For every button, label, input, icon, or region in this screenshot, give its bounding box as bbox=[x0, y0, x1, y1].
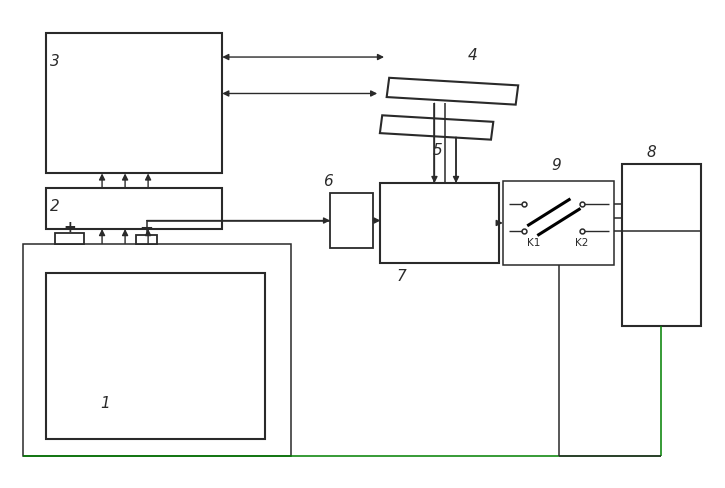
Text: 7: 7 bbox=[397, 268, 407, 283]
Text: 4: 4 bbox=[468, 48, 477, 63]
Bar bbox=[330, 193, 373, 249]
Text: 1: 1 bbox=[100, 395, 109, 410]
Bar bbox=[621, 164, 700, 326]
Bar bbox=[46, 273, 265, 439]
Text: 9: 9 bbox=[552, 158, 561, 173]
Text: 5: 5 bbox=[433, 142, 443, 158]
Bar bbox=[503, 181, 614, 265]
Text: +: + bbox=[63, 220, 76, 235]
Bar bbox=[23, 244, 291, 456]
Bar bbox=[136, 236, 157, 244]
Bar bbox=[381, 183, 500, 264]
Text: K2: K2 bbox=[575, 237, 588, 247]
Text: K1: K1 bbox=[527, 237, 541, 247]
Text: 2: 2 bbox=[49, 198, 59, 213]
Bar bbox=[46, 188, 222, 229]
Bar bbox=[55, 233, 84, 244]
Bar bbox=[386, 79, 518, 105]
Bar bbox=[380, 116, 493, 141]
Bar bbox=[46, 34, 222, 174]
Text: −: − bbox=[140, 218, 154, 236]
Text: 6: 6 bbox=[323, 174, 333, 188]
Text: 8: 8 bbox=[647, 144, 656, 160]
Text: 3: 3 bbox=[49, 53, 59, 68]
